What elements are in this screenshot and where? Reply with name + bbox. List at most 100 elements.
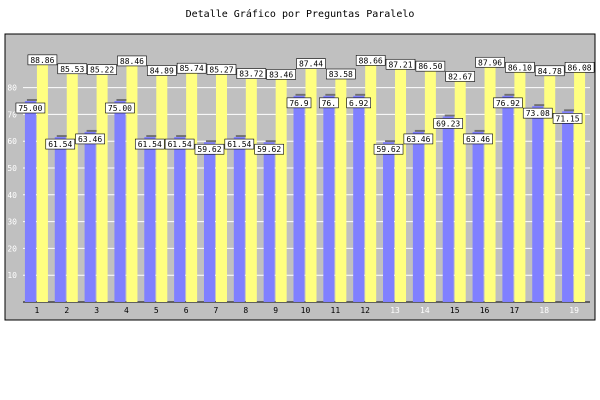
bar bbox=[233, 137, 245, 302]
x-tick-label: 16 bbox=[480, 306, 490, 315]
data-label-box bbox=[433, 118, 464, 129]
data-label-box bbox=[355, 55, 386, 66]
bar bbox=[544, 74, 556, 302]
data-label-box bbox=[146, 65, 177, 76]
bar bbox=[36, 63, 48, 303]
bar-shadow bbox=[146, 135, 158, 138]
bar bbox=[114, 101, 126, 302]
bar bbox=[66, 72, 78, 302]
bar bbox=[442, 116, 454, 303]
data-label: 84.89 bbox=[150, 66, 174, 75]
data-label-box bbox=[15, 102, 46, 114]
data-label: 88.66 bbox=[359, 56, 383, 65]
bar-shadow bbox=[534, 104, 546, 107]
data-label-box bbox=[266, 69, 296, 80]
bar bbox=[395, 68, 407, 303]
bar bbox=[96, 73, 108, 302]
data-label: 88.86 bbox=[30, 56, 54, 65]
data-label: 87.96 bbox=[478, 58, 502, 67]
y-tick-label: 10 bbox=[7, 271, 17, 280]
bar-shadow bbox=[504, 93, 516, 96]
bar bbox=[502, 95, 514, 302]
y-tick-label: 20 bbox=[7, 244, 17, 253]
data-label: 88.46 bbox=[120, 57, 144, 66]
y-tick-label: 50 bbox=[7, 164, 17, 173]
x-tick-label: 17 bbox=[510, 306, 520, 315]
bar-shadow bbox=[86, 129, 98, 132]
bar-shadow bbox=[116, 99, 128, 101]
data-label: 59.62 bbox=[376, 145, 400, 154]
data-label-box bbox=[415, 60, 446, 72]
bar bbox=[54, 137, 66, 302]
data-label-box bbox=[445, 71, 476, 82]
data-label-box bbox=[176, 62, 207, 74]
data-label-box bbox=[194, 143, 225, 155]
y-tick-label: 70 bbox=[7, 110, 17, 119]
data-label-box bbox=[373, 143, 404, 155]
data-label: 69.23 bbox=[436, 119, 460, 128]
bar bbox=[514, 71, 526, 302]
data-label-box bbox=[236, 68, 267, 79]
x-tick-label: 11 bbox=[331, 306, 341, 315]
data-label-box bbox=[117, 55, 147, 67]
bar-shadow bbox=[26, 99, 38, 101]
bar bbox=[454, 80, 466, 302]
data-label: 84.78 bbox=[538, 67, 562, 76]
data-label: 71.15 bbox=[556, 114, 580, 123]
data-label-box bbox=[254, 143, 284, 155]
data-label: 85.27 bbox=[209, 65, 233, 74]
bar-shadow bbox=[474, 129, 486, 132]
data-label-box bbox=[224, 138, 255, 150]
bar-shadow bbox=[385, 140, 397, 143]
bar bbox=[215, 73, 227, 302]
bar bbox=[293, 95, 305, 302]
bar-shadow bbox=[265, 140, 277, 143]
data-label-box bbox=[522, 107, 553, 119]
bar-shadow bbox=[205, 140, 217, 143]
bar-shadow bbox=[56, 135, 68, 138]
data-label: 63.46 bbox=[78, 135, 102, 144]
data-label-box bbox=[27, 54, 58, 66]
data-label-box bbox=[286, 97, 312, 109]
bar bbox=[203, 142, 215, 302]
data-label-box bbox=[164, 138, 195, 150]
bar bbox=[472, 131, 484, 302]
data-label-box bbox=[385, 58, 416, 70]
x-tick-label: 18 bbox=[539, 306, 549, 315]
x-tick-label: 12 bbox=[360, 306, 370, 315]
bar-shadow bbox=[564, 109, 576, 112]
y-tick-label: 80 bbox=[7, 84, 17, 93]
x-tick-label: 13 bbox=[390, 306, 400, 315]
bar bbox=[144, 137, 156, 302]
data-label: 63.46 bbox=[406, 135, 430, 144]
bar bbox=[484, 66, 496, 302]
bar bbox=[24, 101, 36, 302]
bar bbox=[323, 95, 335, 302]
bar bbox=[186, 72, 198, 302]
data-label-box bbox=[463, 133, 493, 145]
data-label: 86.10 bbox=[508, 63, 532, 72]
bar bbox=[245, 77, 257, 302]
x-tick-label: 19 bbox=[569, 306, 579, 315]
data-label: 61.54 bbox=[138, 140, 162, 149]
data-label-box bbox=[134, 138, 165, 150]
bar bbox=[174, 137, 186, 302]
data-label-box bbox=[346, 97, 371, 109]
data-label-box bbox=[57, 63, 88, 75]
data-label-box bbox=[319, 97, 339, 109]
data-label-box bbox=[75, 133, 105, 145]
bar bbox=[365, 64, 377, 302]
data-label: 61.54 bbox=[168, 140, 192, 149]
data-label-box bbox=[296, 58, 326, 69]
data-label: 86.08 bbox=[568, 63, 592, 72]
bar bbox=[562, 111, 574, 303]
x-tick-label: 5 bbox=[154, 306, 159, 315]
x-tick-label: 4 bbox=[124, 306, 129, 315]
bar bbox=[156, 74, 168, 302]
data-label-box bbox=[326, 68, 356, 80]
data-label: 75.00 bbox=[18, 104, 42, 113]
data-label-box bbox=[105, 102, 135, 114]
bar-shadow bbox=[325, 93, 337, 96]
data-label: 76.92 bbox=[496, 99, 520, 108]
